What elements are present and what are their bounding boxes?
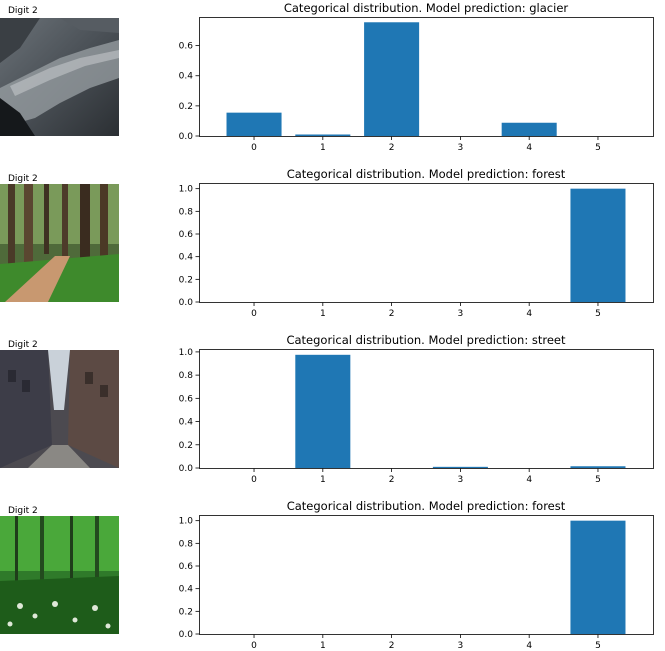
image-label: Digit 2 bbox=[8, 506, 38, 516]
x-tick-label: 4 bbox=[526, 143, 532, 153]
x-tick-label: 5 bbox=[595, 309, 601, 319]
x-tick-label: 1 bbox=[320, 309, 326, 319]
y-tick-label: 0.2 bbox=[179, 275, 193, 285]
x-tick-label: 5 bbox=[595, 475, 601, 485]
x-tick-label: 2 bbox=[389, 475, 395, 485]
image-label: Digit 2 bbox=[8, 174, 38, 184]
y-tick-label: 1.0 bbox=[179, 517, 194, 527]
x-tick-label: 1 bbox=[320, 475, 326, 485]
x-tick-label: 0 bbox=[251, 143, 257, 153]
bar-chart: Categorical distribution. Model predicti… bbox=[179, 499, 654, 651]
y-tick-label: 0.8 bbox=[179, 207, 194, 217]
bar bbox=[364, 22, 420, 136]
plot-frame bbox=[199, 17, 654, 137]
x-tick-label: 2 bbox=[389, 309, 395, 319]
x-tick-label: 5 bbox=[595, 641, 601, 651]
image-label: Digit 2 bbox=[8, 6, 38, 16]
bar bbox=[432, 466, 488, 468]
y-tick-label: 0.2 bbox=[179, 441, 193, 451]
green-forest-image bbox=[0, 516, 119, 634]
bar-chart: Categorical distribution. Model predicti… bbox=[179, 1, 654, 153]
x-tick-label: 4 bbox=[526, 475, 532, 485]
y-tick-label: 0.0 bbox=[179, 132, 194, 142]
y-tick-label: 0.0 bbox=[179, 630, 194, 640]
y-tick-label: 0.6 bbox=[179, 230, 194, 240]
forest-path-image bbox=[0, 184, 119, 302]
y-tick-label: 0.4 bbox=[179, 418, 194, 428]
chart-title: Categorical distribution. Model predicti… bbox=[284, 1, 569, 15]
x-tick-label: 5 bbox=[595, 143, 601, 153]
x-tick-label: 0 bbox=[251, 641, 257, 651]
bar-chart: Categorical distribution. Model predicti… bbox=[179, 333, 654, 485]
x-tick-label: 0 bbox=[251, 309, 257, 319]
plot-frame bbox=[199, 349, 654, 469]
y-tick-label: 0.2 bbox=[179, 102, 193, 112]
x-tick-label: 3 bbox=[458, 475, 464, 485]
x-tick-label: 3 bbox=[458, 309, 464, 319]
y-tick-label: 0.4 bbox=[179, 72, 194, 82]
x-tick-label: 4 bbox=[526, 641, 532, 651]
bar bbox=[570, 466, 626, 468]
y-tick-label: 0.0 bbox=[179, 464, 194, 474]
y-tick-label: 0.4 bbox=[179, 585, 194, 595]
chart-title: Categorical distribution. Model predicti… bbox=[287, 167, 566, 181]
plot-frame bbox=[199, 515, 654, 635]
street-image bbox=[0, 350, 119, 468]
plot-frame bbox=[199, 183, 654, 303]
x-tick-label: 2 bbox=[389, 641, 395, 651]
y-tick-label: 0.0 bbox=[179, 298, 194, 308]
chart-title: Categorical distribution. Model predicti… bbox=[286, 333, 566, 347]
bar bbox=[501, 122, 557, 136]
bar bbox=[295, 354, 351, 468]
x-tick-label: 1 bbox=[320, 143, 326, 153]
y-tick-label: 1.0 bbox=[179, 185, 194, 195]
chart-title: Categorical distribution. Model predicti… bbox=[287, 499, 566, 513]
y-tick-label: 0.6 bbox=[179, 42, 194, 52]
y-tick-label: 0.8 bbox=[179, 539, 194, 549]
y-tick-label: 0.4 bbox=[179, 253, 194, 263]
y-tick-label: 0.8 bbox=[179, 371, 194, 381]
bar bbox=[295, 134, 351, 136]
x-tick-label: 0 bbox=[251, 475, 257, 485]
y-tick-label: 1.0 bbox=[179, 348, 194, 358]
bar bbox=[570, 520, 626, 634]
x-tick-label: 4 bbox=[526, 309, 532, 319]
x-tick-label: 3 bbox=[458, 641, 464, 651]
x-tick-label: 2 bbox=[389, 143, 395, 153]
bar bbox=[226, 112, 282, 136]
glacier-image bbox=[0, 18, 119, 136]
y-tick-label: 0.6 bbox=[179, 394, 194, 404]
x-tick-label: 3 bbox=[458, 143, 464, 153]
bar bbox=[570, 188, 626, 302]
bar-chart: Categorical distribution. Model predicti… bbox=[179, 167, 654, 319]
y-tick-label: 0.2 bbox=[179, 607, 193, 617]
x-tick-label: 1 bbox=[320, 641, 326, 651]
image-label: Digit 2 bbox=[8, 340, 38, 350]
y-tick-label: 0.6 bbox=[179, 562, 194, 572]
